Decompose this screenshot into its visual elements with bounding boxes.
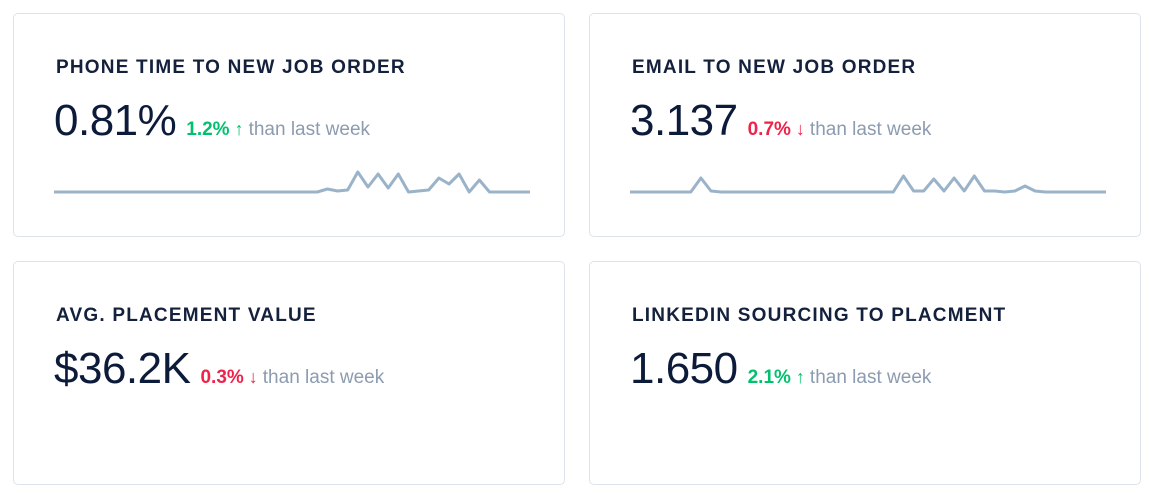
kpi-value: 1.650 bbox=[630, 344, 738, 393]
kpi-value: 3.137 bbox=[630, 96, 738, 145]
kpi-delta: 0.3% bbox=[200, 367, 244, 388]
sparkline-path bbox=[630, 174, 1106, 194]
kpi-card-email: EMAIL TO NEW JOB ORDER 3.137 0.7% ↓ than… bbox=[589, 13, 1141, 237]
kpi-delta: 0.7% bbox=[747, 119, 791, 140]
card-title: EMAIL TO NEW JOB ORDER bbox=[632, 57, 917, 78]
kpi-delta-suffix: than last week bbox=[262, 367, 385, 388]
sparkline bbox=[630, 174, 1106, 194]
kpi-delta: 2.1% bbox=[747, 367, 791, 388]
kpi-delta-suffix: than last week bbox=[809, 119, 932, 140]
arrow-down-icon: ↓ bbox=[248, 367, 258, 387]
kpi-delta-suffix: than last week bbox=[248, 119, 371, 140]
sparkline-path bbox=[54, 170, 530, 194]
kpi-card-linkedin: LINKEDIN SOURCING TO PLACMENT 1.650 2.1%… bbox=[589, 261, 1141, 485]
arrow-up-icon: ↑ bbox=[795, 367, 805, 387]
arrow-down-icon: ↓ bbox=[795, 119, 805, 139]
kpi-delta: 1.2% bbox=[186, 119, 230, 140]
card-title: AVG. PLACEMENT VALUE bbox=[56, 305, 317, 326]
kpi-value: $36.2K bbox=[54, 344, 191, 393]
kpi-delta-suffix: than last week bbox=[809, 367, 932, 388]
card-title: LINKEDIN SOURCING TO PLACMENT bbox=[632, 305, 1007, 326]
kpi-card-phone-time: PHONE TIME TO NEW JOB ORDER 0.81% 1.2% ↑… bbox=[13, 13, 565, 237]
card-title: PHONE TIME TO NEW JOB ORDER bbox=[56, 57, 406, 78]
arrow-up-icon: ↑ bbox=[234, 119, 244, 139]
sparkline bbox=[54, 170, 530, 194]
kpi-card-placement-value: AVG. PLACEMENT VALUE $36.2K 0.3% ↓ than … bbox=[13, 261, 565, 485]
kpi-value: 0.81% bbox=[54, 96, 177, 145]
